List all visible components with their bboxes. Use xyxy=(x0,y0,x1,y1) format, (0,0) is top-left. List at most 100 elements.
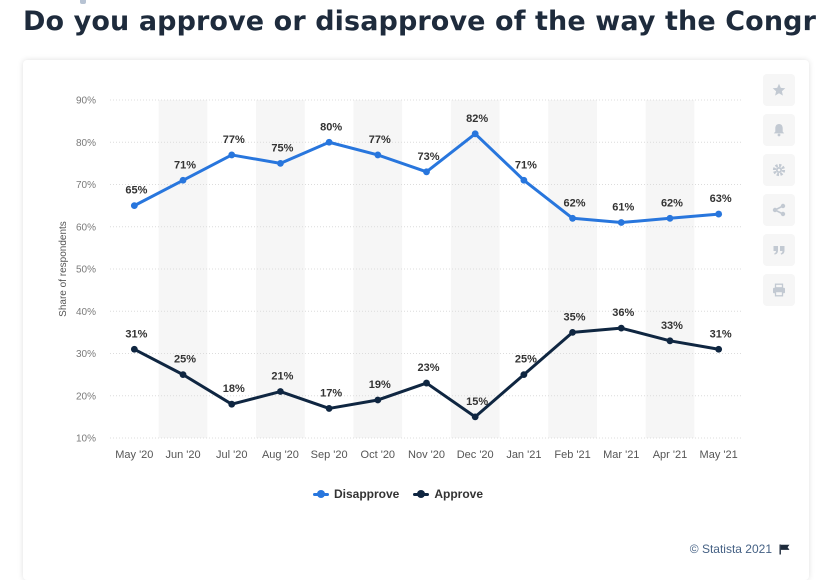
data-label-disapprove: 71% xyxy=(515,159,537,171)
data-label-approve: 19% xyxy=(369,379,391,391)
y-tick-label: 40% xyxy=(76,307,96,318)
data-label-disapprove: 71% xyxy=(174,159,196,171)
x-tick-label: Dec '20 xyxy=(457,449,494,461)
x-tick-label: Sep '20 xyxy=(311,449,348,461)
data-point-disapprove xyxy=(520,176,528,184)
x-tick-label: Jul '20 xyxy=(216,449,247,461)
data-point-disapprove xyxy=(179,176,187,184)
chart-toolbar xyxy=(763,74,795,306)
data-label-disapprove: 77% xyxy=(369,134,391,146)
data-point-approve xyxy=(374,396,382,404)
y-tick-label: 50% xyxy=(76,265,96,276)
data-point-approve xyxy=(179,371,187,379)
y-tick-label: 10% xyxy=(76,434,96,445)
data-label-approve: 15% xyxy=(466,396,488,408)
data-point-disapprove xyxy=(715,210,723,218)
data-point-approve xyxy=(423,379,430,387)
notification-button[interactable] xyxy=(763,114,795,146)
data-point-disapprove xyxy=(277,159,284,167)
data-label-approve: 18% xyxy=(223,383,245,395)
legend-swatch-disapprove xyxy=(313,490,329,498)
legend-item-approve[interactable]: Approve xyxy=(413,487,483,501)
x-tick-label: Nov '20 xyxy=(408,449,445,461)
data-point-approve xyxy=(520,371,528,379)
star-icon xyxy=(772,83,786,96)
data-label-disapprove: 82% xyxy=(466,113,488,125)
share-button[interactable] xyxy=(763,194,795,226)
favorite-button[interactable] xyxy=(763,74,795,106)
top-strip xyxy=(0,0,817,4)
citation-button[interactable] xyxy=(763,234,795,266)
data-label-approve: 25% xyxy=(515,354,537,366)
x-tick-label: Feb '21 xyxy=(554,449,590,461)
data-label-approve: 17% xyxy=(320,387,342,399)
legend-label-approve: Approve xyxy=(434,487,484,501)
page-title: Do you approve or disapprove of the way … xyxy=(23,6,817,37)
data-label-disapprove: 61% xyxy=(612,202,634,214)
data-point-disapprove xyxy=(423,168,430,176)
legend: Disapprove Approve xyxy=(313,487,483,501)
flag-icon[interactable] xyxy=(779,544,790,555)
data-label-approve: 23% xyxy=(417,362,439,374)
x-tick-label: Aug '20 xyxy=(262,449,299,461)
data-label-disapprove: 77% xyxy=(223,134,245,146)
data-point-disapprove xyxy=(228,151,236,159)
bell-icon xyxy=(773,124,785,137)
top-strip-mark xyxy=(80,0,86,4)
y-tick-label: 20% xyxy=(76,391,96,402)
data-point-approve xyxy=(325,405,333,412)
x-tick-label: Jun '20 xyxy=(165,449,200,461)
y-axis-label: Share of respondents xyxy=(58,221,69,317)
y-tick-label: 80% xyxy=(76,138,96,149)
y-tick-label: 60% xyxy=(76,222,96,233)
y-tick-label: 90% xyxy=(76,96,96,107)
legend-swatch-approve xyxy=(413,490,430,498)
data-point-disapprove xyxy=(374,151,382,159)
data-label-approve: 25% xyxy=(174,354,196,366)
column-band xyxy=(158,100,208,438)
column-band xyxy=(645,100,695,438)
x-tick-label: May '20 xyxy=(115,449,153,461)
y-tick-label: 70% xyxy=(76,180,96,191)
data-label-approve: 21% xyxy=(271,371,293,383)
data-label-approve: 33% xyxy=(661,320,683,332)
data-label-approve: 36% xyxy=(612,307,634,319)
data-point-approve xyxy=(471,413,479,421)
chart-card: 10% 20% 30% 40% 50% 60% 70% 80% 90% May '20 Jun '2… xyxy=(23,60,809,580)
line-chart: 10% 20% 30% 40% 50% 60% 70% 80% 90% May '20 Jun '2… xyxy=(58,96,743,461)
data-point-disapprove xyxy=(569,214,576,222)
data-label-disapprove: 73% xyxy=(417,151,439,163)
data-point-approve xyxy=(130,345,138,353)
data-label-approve: 35% xyxy=(564,311,586,323)
data-point-approve xyxy=(666,337,674,345)
legend-label-disapprove: Disapprove xyxy=(334,487,400,501)
x-tick-label: Apr '21 xyxy=(653,449,688,461)
data-label-disapprove: 63% xyxy=(710,193,732,205)
data-point-approve xyxy=(715,345,723,353)
printer-icon xyxy=(773,283,785,297)
x-tick-label: Jan '21 xyxy=(506,449,541,461)
print-button[interactable] xyxy=(763,274,795,306)
data-point-disapprove xyxy=(130,202,138,210)
statista-credit: © Statista 2021 xyxy=(690,542,790,556)
quote-icon xyxy=(773,246,785,255)
data-label-approve: 31% xyxy=(125,328,147,340)
data-point-approve xyxy=(617,324,625,332)
data-point-disapprove xyxy=(617,219,625,226)
x-tick-label: Oct '20 xyxy=(361,449,396,461)
data-point-approve xyxy=(228,400,236,408)
settings-button[interactable] xyxy=(763,154,795,186)
data-label-approve: 31% xyxy=(710,328,732,340)
x-tick-label: May '21 xyxy=(700,449,738,461)
data-label-disapprove: 80% xyxy=(320,121,342,133)
data-label-disapprove: 65% xyxy=(125,185,147,197)
data-point-approve xyxy=(277,388,284,395)
legend-item-disapprove[interactable]: Disapprove xyxy=(313,487,399,501)
y-tick-label: 30% xyxy=(76,349,96,360)
data-point-disapprove xyxy=(471,130,479,138)
data-label-disapprove: 75% xyxy=(271,142,293,154)
data-label-disapprove: 62% xyxy=(564,197,586,209)
data-point-disapprove xyxy=(666,214,674,222)
data-point-disapprove xyxy=(325,138,333,146)
credit-text[interactable]: © Statista 2021 xyxy=(689,542,772,556)
